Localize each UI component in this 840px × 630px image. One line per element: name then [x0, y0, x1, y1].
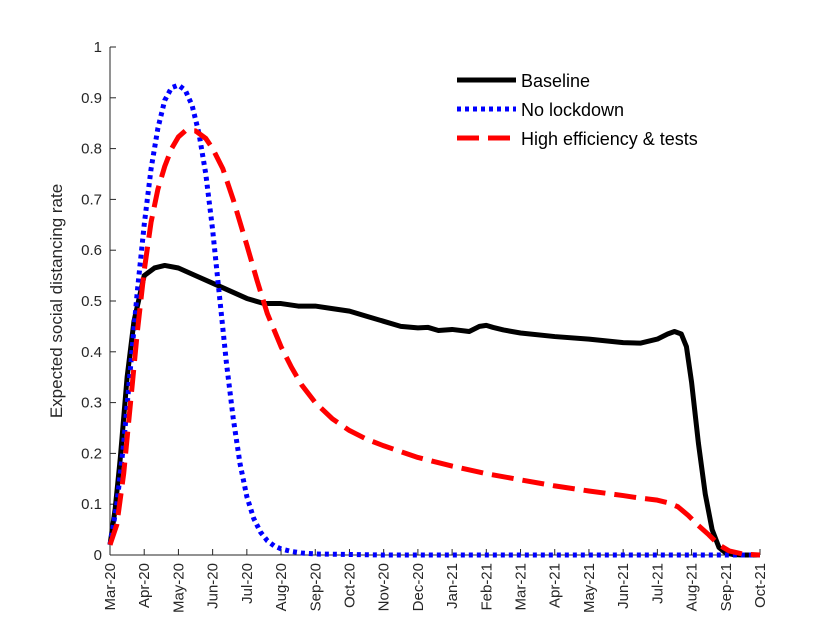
x-tick-label: Jun-20 [205, 563, 222, 609]
y-tick-label: 0.4 [81, 344, 102, 361]
x-tick-label: Jun-21 [615, 563, 632, 609]
x-tick-label: Apr-21 [547, 563, 564, 608]
y-tick-label: 0.9 [81, 90, 102, 107]
y-ticks: 0 0.1 0.2 0.3 0.4 0.5 0.6 0.7 0.8 0.9 1 [81, 39, 116, 564]
x-tick-label: Mar-21 [513, 563, 530, 611]
x-tick-label: Sep-20 [307, 563, 324, 611]
legend-label-high-efficiency: High efficiency & tests [521, 129, 698, 149]
x-tick-label: Sep-21 [718, 563, 735, 611]
x-tick-label: Oct-20 [341, 563, 358, 608]
y-tick-label: 0.2 [81, 445, 102, 462]
y-tick-label: 0 [94, 547, 102, 564]
y-tick-label: 0.6 [81, 242, 102, 259]
x-ticks: Mar-20 Apr-20 May-20 Jun-20 Jul-20 Aug-20 Sep-… [102, 549, 769, 613]
x-tick-label: Apr-20 [136, 563, 153, 608]
axes [109, 47, 760, 556]
x-tick-label: May-21 [581, 563, 598, 613]
x-tick-label: Feb-21 [478, 563, 495, 611]
x-tick-label: Aug-20 [273, 563, 290, 611]
series-layer [107, 82, 761, 558]
x-tick-label: Mar-20 [102, 563, 119, 611]
y-tick-label: 0.7 [81, 191, 102, 208]
x-tick-label: Nov-20 [376, 563, 393, 611]
x-tick-label: Dec-20 [410, 563, 427, 611]
legend: Baseline No lockdown High efficiency & t… [457, 71, 698, 149]
y-tick-label: 0.8 [81, 141, 102, 158]
series-line-no-lockdown [107, 82, 760, 558]
y-axis-title: Expected social distancing rate [47, 184, 66, 418]
y-tick-label: 0.5 [81, 293, 102, 310]
x-tick-label: May-20 [170, 563, 187, 613]
x-tick-label: Oct-21 [752, 563, 769, 608]
series-line-high-efficiency [107, 128, 761, 558]
y-tick-label: 0.3 [81, 395, 102, 412]
legend-label-no-lockdown: No lockdown [521, 100, 624, 120]
x-tick-label: Jul-21 [649, 563, 666, 604]
legend-label-baseline: Baseline [521, 71, 590, 91]
y-tick-label: 1 [94, 39, 102, 56]
x-tick-label: Aug-21 [684, 563, 701, 611]
y-tick-label: 0.1 [81, 496, 102, 513]
x-tick-label: Jan-21 [444, 563, 461, 609]
series-line-baseline [107, 262, 760, 558]
x-tick-label: Jul-20 [239, 563, 256, 604]
